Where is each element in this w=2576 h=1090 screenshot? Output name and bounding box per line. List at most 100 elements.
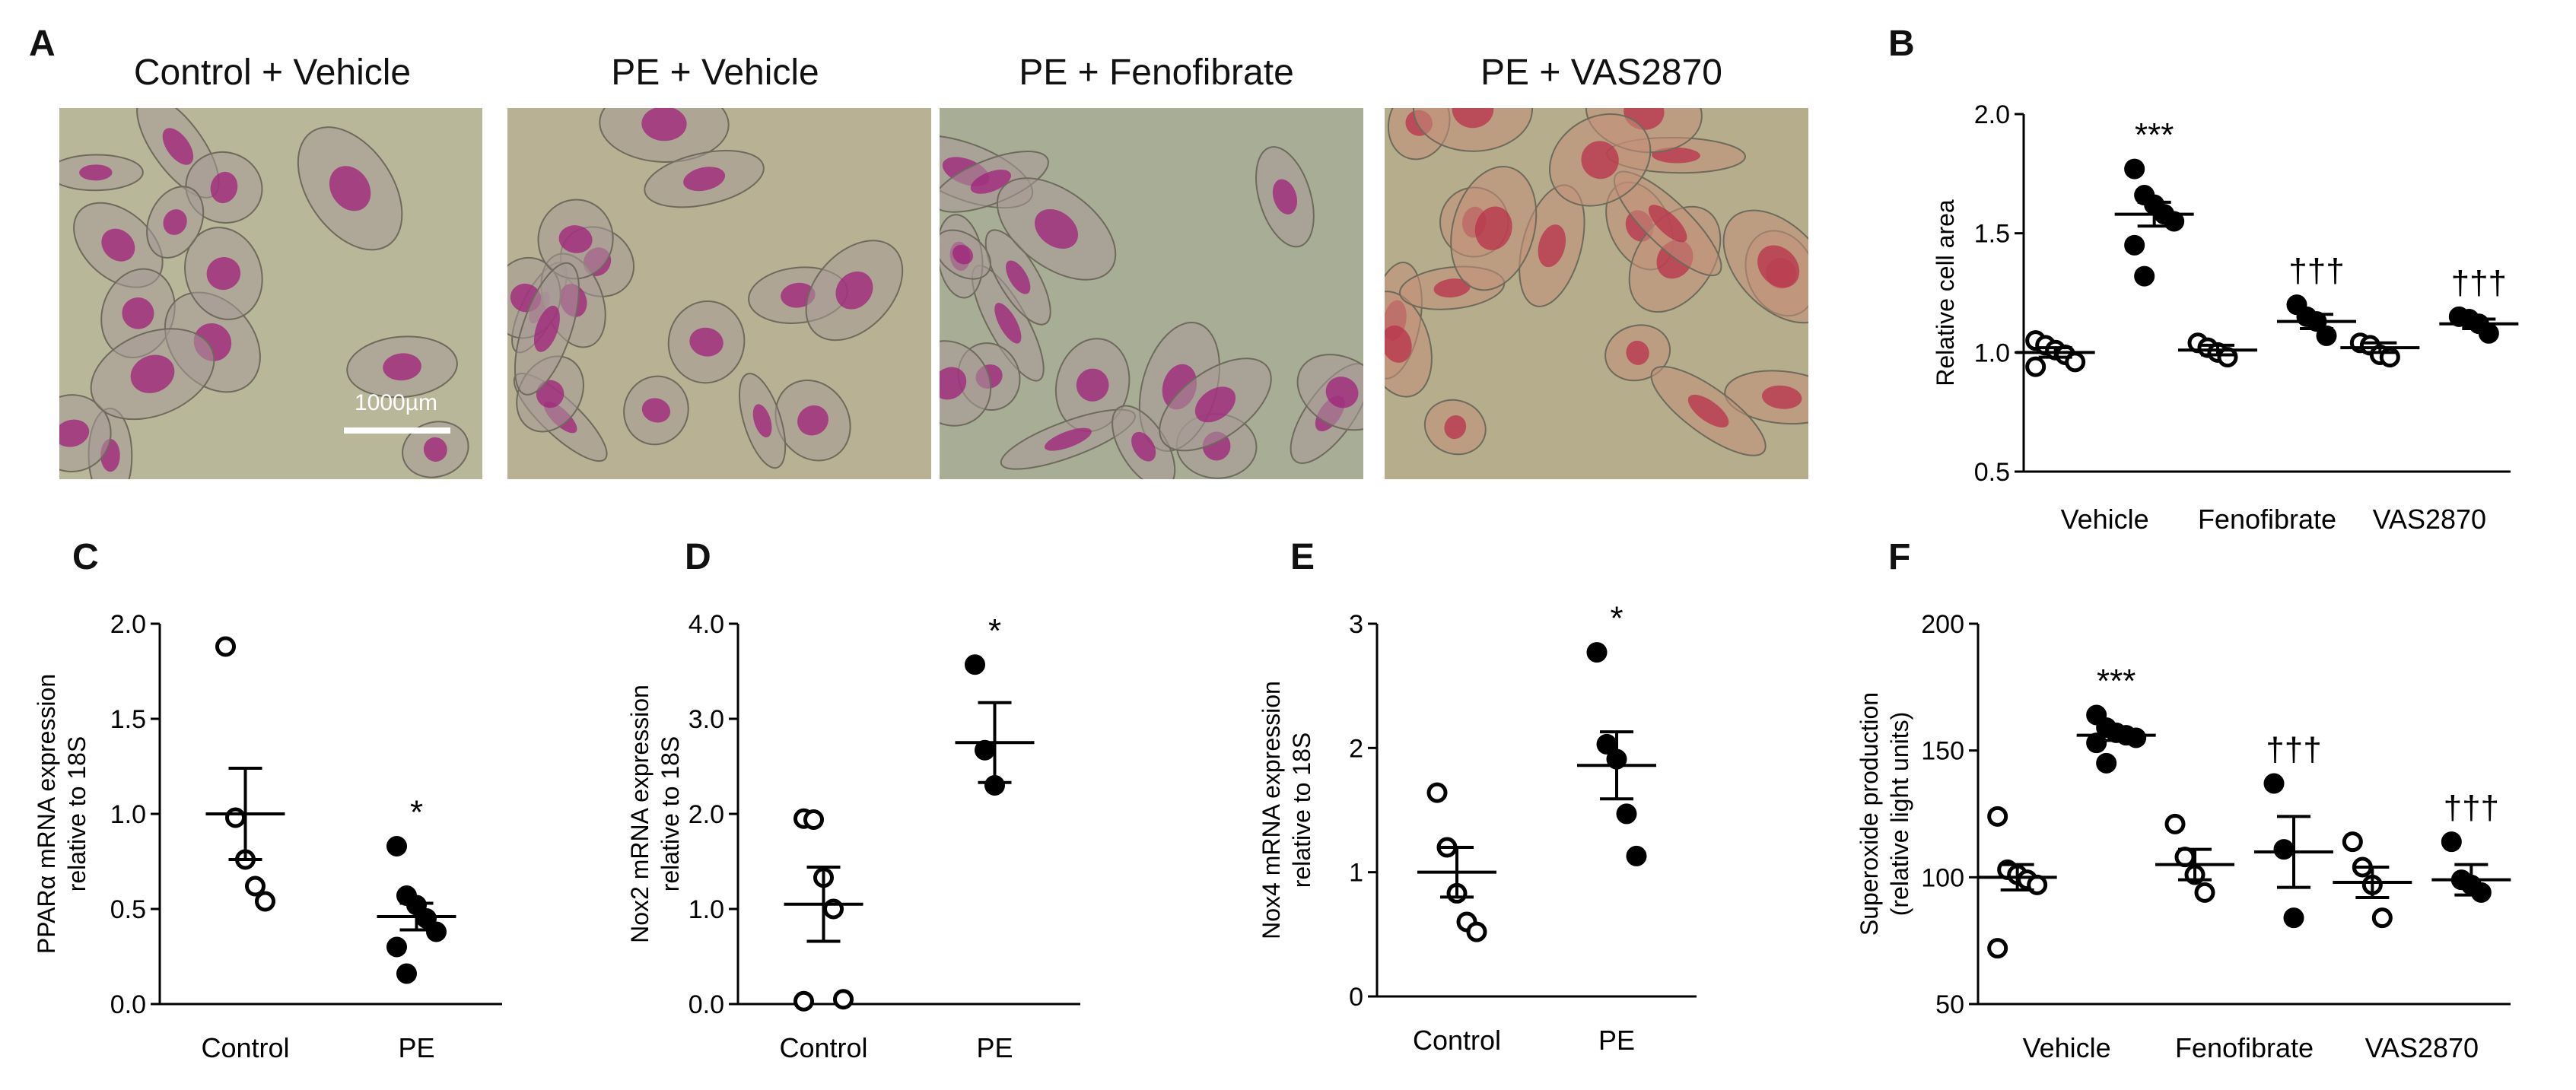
data-point — [225, 807, 246, 828]
micrograph-pe-vas2870 — [1385, 108, 1808, 479]
y-tick-label: 4.0 — [689, 610, 724, 639]
data-point — [386, 836, 407, 856]
x-tick-label: VAS2870 — [2365, 1032, 2479, 1063]
cell-nucleus — [59, 419, 90, 447]
y-tick-label: 0.5 — [110, 895, 146, 924]
cell-nucleus — [163, 209, 187, 235]
y-tick-label: 0 — [1349, 983, 1363, 1012]
y-tick-label: 200 — [1921, 610, 1964, 639]
significance-annotation: ††† — [2288, 253, 2344, 290]
cell-nucleus — [940, 367, 967, 400]
y-tick-label: 0.5 — [1974, 458, 2010, 487]
panel-label-e: E — [1290, 537, 1315, 577]
data-point — [2124, 234, 2145, 256]
y-tick-label: 100 — [1921, 863, 1964, 892]
cell-nucleus — [1581, 141, 1619, 180]
significance-annotation: *** — [2097, 663, 2136, 700]
data-point — [2025, 356, 2046, 377]
chart-c: 0.0 0.5 1.0 1.5 2.0 PPARα mRNA expression rela… — [33, 610, 502, 1063]
micrograph-pe-fenofibrate — [940, 108, 1363, 479]
cell-nucleus — [970, 170, 1011, 194]
y-tick-label: 2 — [1349, 734, 1363, 763]
y-axis-label: Nox2 mRNA expression relative to 18S — [626, 685, 684, 943]
cell-nucleus — [1385, 325, 1412, 363]
y-tick-label: 1 — [1349, 859, 1363, 888]
cell-nucleus — [210, 171, 238, 204]
data-point — [1426, 782, 1448, 803]
significance-annotation: *** — [2135, 116, 2174, 154]
y-tick-label: 0.0 — [689, 990, 724, 1019]
cell-nucleus — [1452, 108, 1494, 129]
significance-annotation: * — [988, 612, 1001, 650]
panel-label-c: C — [72, 537, 99, 577]
data-point — [2096, 752, 2117, 774]
data-point — [975, 739, 995, 761]
cell-nucleus — [1433, 278, 1471, 298]
data-point — [1987, 938, 2008, 959]
cell-nucleus — [533, 305, 560, 352]
data-point — [426, 921, 447, 942]
chart-e: 0 1 2 3 Nox4 mRNA expression relative to 18S C… — [1258, 600, 1697, 1056]
cell-nucleus — [329, 166, 371, 211]
cell-nucleus — [536, 380, 564, 408]
data-point — [2441, 831, 2462, 853]
panel-label-b: B — [1888, 24, 1915, 64]
y-tick-label: 2.0 — [110, 610, 146, 639]
micrograph-title-1: Control + Vehicle — [133, 52, 412, 93]
y-axis-label: Nox4 mRNA expression relative to 18S — [1258, 681, 1315, 939]
y-axis-label-line: Superoxide production — [1856, 692, 1883, 936]
cell-nucleus — [1444, 415, 1467, 440]
y-tick-label: 3 — [1349, 610, 1363, 639]
y-tick-label: 1.0 — [1974, 338, 2010, 367]
significance-annotation: ††† — [2266, 731, 2321, 768]
y-tick-label: 1.0 — [110, 800, 146, 829]
micrograph-title-2: PE + Vehicle — [611, 52, 819, 93]
cell-nucleus — [994, 303, 1022, 344]
cell-nucleus — [835, 271, 873, 310]
cell-nucleus — [101, 228, 135, 262]
cell-nucleus — [1538, 224, 1566, 268]
cell-nucleus — [1035, 208, 1079, 249]
cell-nucleus — [1131, 431, 1156, 462]
data-point — [396, 963, 417, 984]
chart-d: 0.0 1.0 2.0 3.0 4.0 Nox2 mRNA expression relat… — [626, 610, 1080, 1063]
panel-label-d: D — [685, 537, 711, 577]
y-tick-label: 1.0 — [689, 895, 724, 924]
cell-nucleus — [1761, 385, 1802, 409]
cell-nucleus — [130, 354, 175, 393]
data-point — [2134, 265, 2155, 287]
y-axis-label: Superoxide production (relative light uni… — [1856, 692, 1913, 936]
panel-label-f: F — [1888, 537, 1911, 577]
cell-nucleus — [79, 164, 113, 181]
y-axis-label-line: PPARα mRNA expression — [33, 674, 60, 954]
cell-nucleus — [1076, 368, 1109, 402]
micrograph-title-4: PE + VAS2870 — [1480, 52, 1722, 93]
data-point — [1466, 921, 1487, 942]
y-axis-label-line: relative to 18S — [63, 736, 91, 892]
cell-nucleus — [1626, 340, 1649, 365]
x-tick-label: Vehicle — [2023, 1032, 2111, 1063]
y-axis-label: PPARα mRNA expression relative to 18S — [33, 674, 91, 954]
cell-nucleus — [689, 327, 724, 357]
cell-nucleus — [952, 244, 974, 265]
y-axis-label: Relative cell area — [1932, 199, 1959, 386]
chart-b: 0.5 1.0 1.5 2.0 Relative cell area *** Vehicle… — [1932, 100, 2519, 535]
data-point — [2470, 882, 2492, 903]
data-point — [965, 654, 985, 675]
data-point — [215, 636, 236, 657]
cell-nucleus — [641, 108, 687, 141]
data-point — [833, 989, 854, 1010]
cell-nucleus — [423, 437, 447, 462]
scale-bar — [344, 427, 450, 434]
y-axis-label-line: Nox2 mRNA expression — [626, 685, 654, 943]
data-point — [1626, 845, 1647, 866]
x-tick-label: Control — [779, 1032, 867, 1063]
y-tick-label: 150 — [1921, 737, 1964, 766]
x-tick-label: Control — [1413, 1025, 1501, 1056]
y-tick-label: 2.0 — [1974, 100, 2010, 129]
data-point — [245, 875, 266, 897]
cell-nucleus — [1006, 260, 1031, 294]
cell-nucleus — [641, 398, 671, 423]
data-point — [2174, 847, 2196, 868]
significance-annotation: * — [1610, 600, 1623, 637]
